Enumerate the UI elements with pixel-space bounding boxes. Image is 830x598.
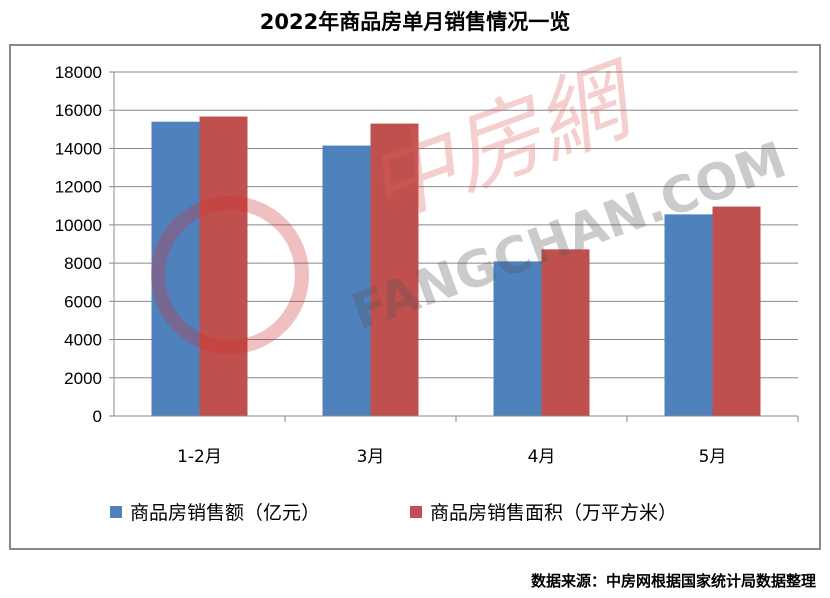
x-tick-label: 3月 [357, 447, 385, 467]
y-tick-label: 8000 [64, 254, 102, 273]
legend-label: 商品房销售额（亿元） [130, 502, 320, 524]
y-tick-label: 10000 [55, 216, 102, 235]
legend-swatch [410, 506, 422, 518]
legend-label: 商品房销售面积（万平方米） [430, 502, 677, 524]
y-tick-label: 12000 [55, 178, 102, 197]
bar-sales [664, 214, 713, 416]
bar-area [370, 123, 419, 416]
bar-sales [322, 145, 371, 417]
bar-area [712, 206, 761, 416]
y-tick-label: 6000 [64, 292, 102, 311]
chart-title: 2022年商品房单月销售情况一览 [259, 10, 571, 34]
y-tick-label: 0 [93, 407, 102, 426]
y-tick-label: 18000 [55, 63, 102, 82]
chart-frame [9, 44, 821, 550]
y-tick-label: 4000 [64, 331, 102, 350]
bar-area [199, 116, 248, 416]
bar-sales [493, 261, 542, 416]
y-tick-label: 2000 [64, 369, 102, 388]
x-tick-label: 4月 [528, 447, 556, 467]
y-tick-label: 14000 [55, 139, 102, 158]
x-tick-label: 1-2月 [177, 447, 222, 467]
y-tick-label: 16000 [55, 101, 102, 120]
bar-area [541, 249, 590, 416]
bar-sales [151, 121, 200, 416]
legend-swatch [110, 506, 122, 518]
x-tick-label: 5月 [699, 447, 727, 467]
data-source: 数据来源：中房网根据国家统计局数据整理 [530, 572, 816, 590]
